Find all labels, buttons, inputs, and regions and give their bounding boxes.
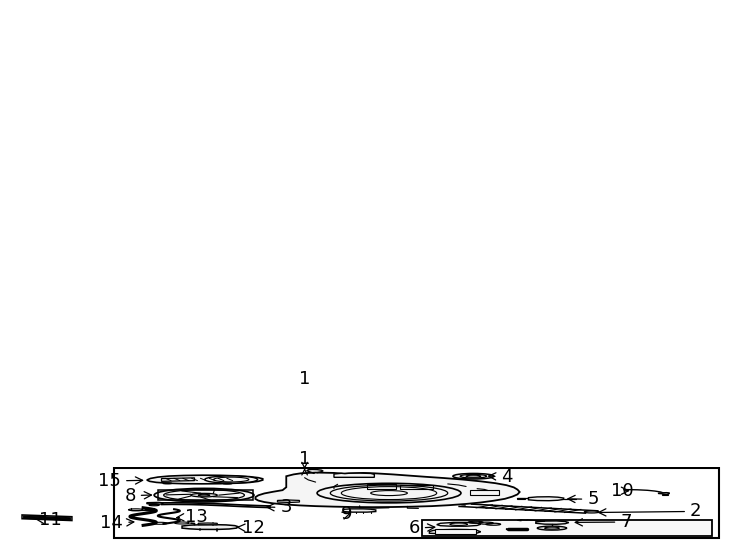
Polygon shape	[334, 473, 374, 477]
Bar	[422, 520, 712, 536]
Circle shape	[191, 494, 217, 497]
Polygon shape	[22, 515, 72, 521]
Polygon shape	[161, 478, 195, 481]
Circle shape	[154, 488, 254, 502]
Circle shape	[537, 526, 567, 530]
Circle shape	[453, 474, 494, 479]
Circle shape	[205, 476, 258, 483]
Text: 7: 7	[575, 513, 632, 531]
Polygon shape	[528, 497, 564, 501]
Text: 8: 8	[125, 487, 151, 505]
Text: 11: 11	[36, 511, 61, 529]
Polygon shape	[344, 509, 376, 512]
Circle shape	[584, 511, 599, 513]
Polygon shape	[457, 474, 490, 477]
Polygon shape	[255, 472, 520, 507]
Text: 9: 9	[341, 505, 352, 523]
Polygon shape	[147, 475, 263, 484]
Text: 15: 15	[98, 472, 142, 490]
Text: 5: 5	[568, 490, 599, 508]
Polygon shape	[277, 500, 299, 502]
Bar	[114, 468, 719, 538]
Text: 2: 2	[599, 502, 702, 521]
Circle shape	[317, 483, 461, 503]
Text: 3: 3	[267, 498, 292, 516]
Polygon shape	[182, 524, 239, 529]
Text: 1: 1	[299, 450, 310, 468]
Text: 6: 6	[409, 519, 435, 537]
Polygon shape	[147, 502, 163, 504]
Polygon shape	[437, 522, 481, 526]
Polygon shape	[429, 529, 481, 534]
Text: 13: 13	[177, 508, 208, 525]
Text: 12: 12	[236, 519, 265, 537]
Polygon shape	[435, 529, 476, 534]
Polygon shape	[198, 523, 217, 525]
Text: 14: 14	[101, 514, 134, 532]
Text: 1: 1	[299, 369, 310, 388]
Polygon shape	[658, 492, 669, 494]
Text: 4: 4	[489, 468, 512, 486]
Text: 10: 10	[611, 482, 633, 500]
Polygon shape	[536, 521, 569, 524]
